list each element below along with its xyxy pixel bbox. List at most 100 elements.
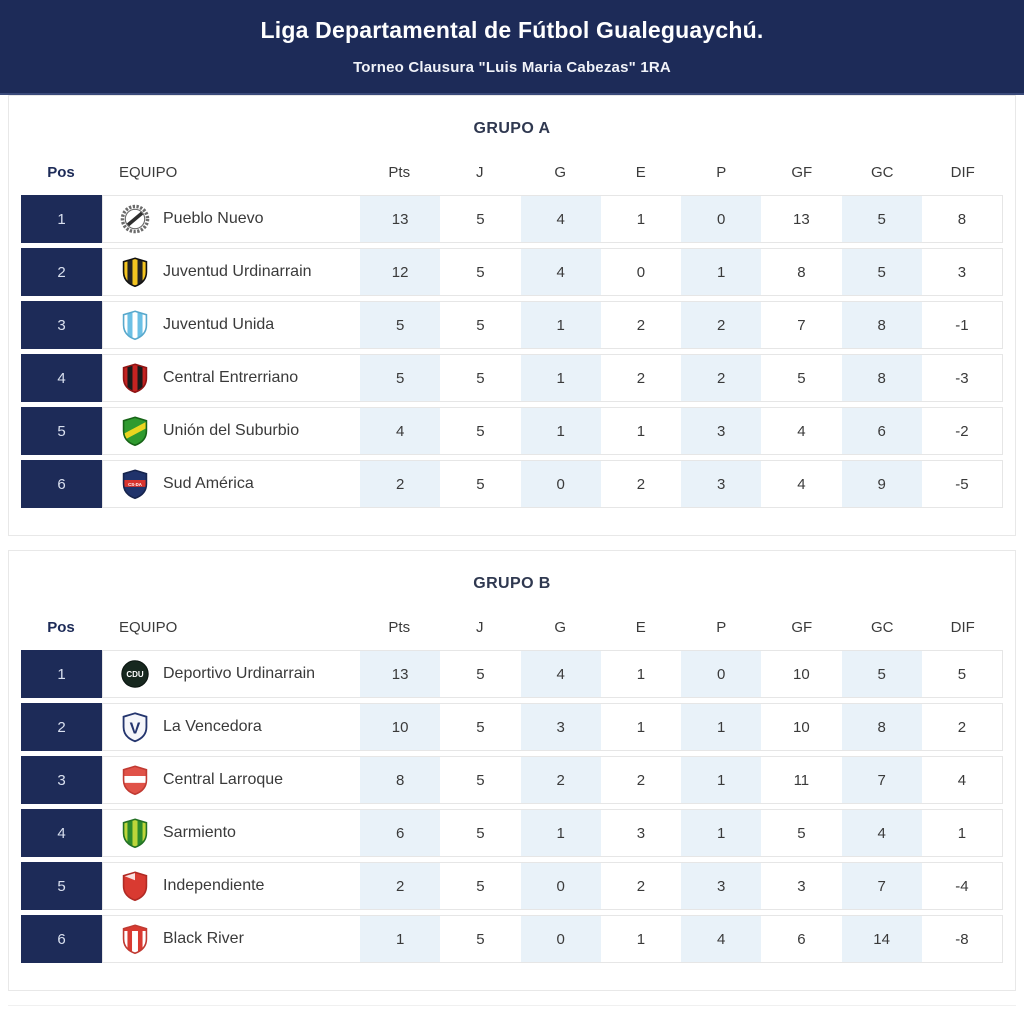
column-header-dif: DIF — [950, 164, 975, 181]
stat-dif: 3 — [957, 263, 967, 281]
sud-america-crest: CS-DA — [120, 468, 150, 500]
stat-gc: 5 — [841, 196, 922, 242]
stat-g: 1 — [520, 355, 601, 401]
stat-pts: 13 — [360, 196, 441, 242]
stat-dif: -2 — [955, 422, 969, 440]
stat-g: 4 — [520, 196, 601, 242]
table-row: 6 Black River 1 5 0 1 4 6 14 -8 — [21, 915, 1003, 963]
stat-gf: 8 — [797, 263, 806, 281]
stat-g: 1 — [520, 408, 601, 454]
stat-pts: 1 — [360, 916, 441, 962]
stat-pts: 4 — [360, 408, 441, 454]
column-header-row: Pos EQUIPO Pts J G E P GF GC DIF — [21, 615, 1003, 640]
team-cell: V La Vencedora — [102, 704, 360, 750]
position-badge: 6 — [21, 460, 102, 508]
column-header-pos: Pos — [47, 619, 75, 636]
team-cell: Unión del Suburbio — [102, 408, 360, 454]
page-title: Liga Departamental de Fútbol Gualeguaych… — [260, 17, 764, 43]
stat-g: 1 — [520, 302, 601, 348]
column-header-gc: GC — [871, 619, 894, 636]
stat-dif: -8 — [955, 930, 969, 948]
stat-gf: 6 — [797, 930, 806, 948]
stat-j: 5 — [476, 877, 485, 895]
deportivo-urdinarrain-crest: CDU — [120, 658, 150, 690]
stat-e: 2 — [636, 877, 646, 895]
stat-gf: 5 — [797, 824, 806, 842]
stat-gf: 10 — [793, 665, 810, 683]
position-badge: 3 — [21, 756, 102, 804]
table-row: 3 Central Larroque 8 5 2 2 1 11 7 4 — [21, 756, 1003, 804]
stat-gf: 4 — [797, 422, 806, 440]
stat-g: 3 — [520, 704, 601, 750]
stat-gc: 5 — [841, 651, 922, 697]
stat-p: 0 — [681, 651, 762, 697]
stat-e: 0 — [636, 263, 646, 281]
position-badge: 3 — [21, 301, 102, 349]
stat-g: 4 — [520, 249, 601, 295]
position-badge: 1 — [21, 195, 102, 243]
black-river-crest — [120, 923, 150, 955]
stat-gc: 7 — [841, 757, 922, 803]
stat-p: 3 — [681, 408, 762, 454]
page-header: Liga Departamental de Fútbol Gualeguaych… — [0, 0, 1024, 95]
position-badge: 6 — [21, 915, 102, 963]
team-cell: Sarmiento — [102, 810, 360, 856]
table-row: 5 Unión del Suburbio 4 5 1 1 3 4 6 -2 — [21, 407, 1003, 455]
stat-e: 1 — [636, 930, 646, 948]
juventud-unida-crest — [120, 309, 150, 341]
table-row: 4 Sarmiento 6 5 1 3 1 5 4 1 — [21, 809, 1003, 857]
stat-gc: 8 — [841, 302, 922, 348]
table-row: 2 V La Vencedora 10 5 3 1 1 10 8 2 — [21, 703, 1003, 751]
stat-gc: 4 — [841, 810, 922, 856]
juventud-urdinarrain-crest — [120, 256, 150, 288]
team-name: Black River — [163, 930, 244, 947]
table-row: 6 CS-DA Sud América 2 5 0 2 3 4 9 -5 — [21, 460, 1003, 508]
team-name: Central Entrerriano — [163, 369, 299, 386]
stat-j: 5 — [476, 422, 485, 440]
stat-j: 5 — [476, 263, 485, 281]
stat-dif: 2 — [957, 718, 967, 736]
stat-j: 5 — [476, 475, 485, 493]
stat-p: 3 — [681, 863, 762, 909]
team-cell: Juventud Unida — [102, 302, 360, 348]
stat-j: 5 — [476, 665, 485, 683]
sarmiento-crest — [120, 817, 150, 849]
team-cell: Juventud Urdinarrain — [102, 249, 360, 295]
stat-j: 5 — [476, 210, 485, 228]
table-row: 2 Juventud Urdinarrain 12 5 4 0 1 8 5 3 — [21, 248, 1003, 296]
team-cell: Independiente — [102, 863, 360, 909]
column-header-equipo: EQUIPO — [119, 619, 178, 636]
column-header-g: G — [554, 164, 567, 181]
stat-p: 1 — [681, 704, 762, 750]
team-cell: Pueblo Nuevo — [102, 196, 360, 242]
team-cell: Black River — [102, 916, 360, 962]
team-name: Central Larroque — [163, 771, 284, 788]
stat-gc: 6 — [841, 408, 922, 454]
stat-gc: 5 — [841, 249, 922, 295]
table-row: 5 Independiente 2 5 0 2 3 3 7 -4 — [21, 862, 1003, 910]
stat-p: 1 — [681, 810, 762, 856]
column-header-row: Pos EQUIPO Pts J G E P GF GC DIF — [21, 160, 1003, 185]
column-header-pos: Pos — [47, 164, 75, 181]
stat-pts: 5 — [360, 355, 441, 401]
column-header-p: P — [716, 164, 727, 181]
column-header-pts: Pts — [388, 164, 411, 181]
table-row: 1 CDU Deportivo Urdinarrain 13 5 4 1 0 10 5 5 — [21, 650, 1003, 698]
column-header-e: E — [635, 164, 646, 181]
stat-gf: 11 — [793, 771, 810, 789]
stat-e: 2 — [636, 475, 646, 493]
column-header-gf: GF — [791, 619, 813, 636]
stat-pts: 2 — [360, 461, 441, 507]
stat-pts: 2 — [360, 863, 441, 909]
stat-gc: 14 — [841, 916, 922, 962]
team-name: Independiente — [163, 877, 265, 894]
stat-e: 2 — [636, 369, 646, 387]
table-row: 1 Pueblo Nuevo 13 5 4 1 0 13 5 8 — [21, 195, 1003, 243]
stat-gf: 7 — [797, 316, 806, 334]
stat-gf: 3 — [797, 877, 806, 895]
stat-pts: 8 — [360, 757, 441, 803]
team-cell: CDU Deportivo Urdinarrain — [102, 651, 360, 697]
position-badge: 4 — [21, 809, 102, 857]
stat-dif: -1 — [955, 316, 969, 334]
